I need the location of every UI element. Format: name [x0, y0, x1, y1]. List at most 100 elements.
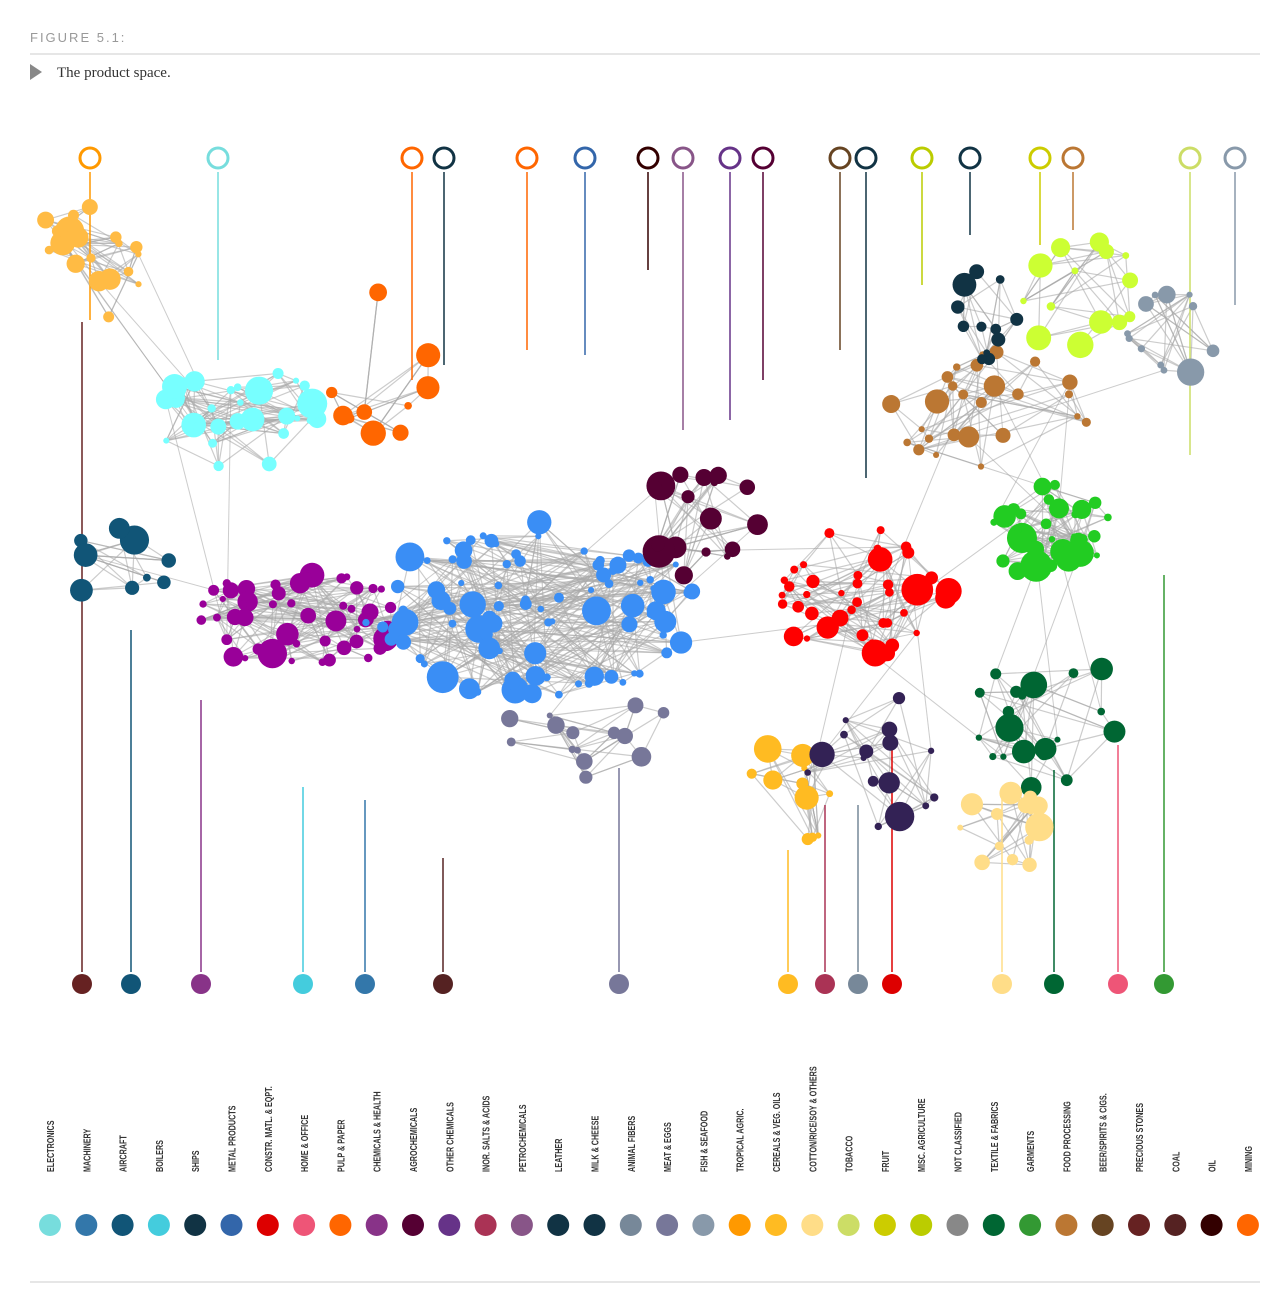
product-node [210, 418, 227, 435]
edge [417, 557, 421, 659]
edge [882, 552, 909, 624]
product-node [213, 460, 224, 472]
product-node [81, 198, 98, 215]
product-node [333, 405, 353, 426]
product-node [878, 551, 890, 562]
legend-icon [1200, 1214, 1223, 1236]
product-node [363, 653, 373, 663]
bottom-icon [191, 974, 211, 994]
edge [311, 574, 345, 649]
edge [489, 647, 667, 654]
product-node [958, 426, 980, 448]
product-node [868, 639, 876, 646]
product-node [924, 434, 934, 443]
product-node [207, 404, 216, 413]
top-icon [854, 146, 878, 170]
product-node [1046, 302, 1056, 311]
product-node [343, 573, 351, 581]
legend-label: LEATHER [553, 1138, 564, 1172]
edge [137, 253, 219, 425]
legend-label: ELECTRONICS [45, 1120, 56, 1172]
product-node [892, 691, 906, 705]
product-node [993, 505, 1016, 528]
edge [925, 750, 932, 806]
bottom-icon [293, 974, 313, 994]
product-node [991, 807, 1004, 820]
edge [547, 589, 592, 623]
legend-label: TEXTILE & FABRICS [989, 1102, 1000, 1172]
product-node [995, 713, 1024, 742]
product-node [933, 451, 940, 458]
edge [986, 279, 1001, 353]
edge [85, 554, 169, 562]
product-node [747, 514, 768, 535]
product-node [73, 543, 98, 567]
edge [978, 737, 994, 757]
product-node [999, 781, 1023, 805]
edge [906, 441, 1096, 504]
product-node [502, 559, 511, 569]
product-node [456, 553, 472, 569]
legend-label: SHIPS [190, 1150, 201, 1172]
edge [1105, 251, 1131, 317]
top-icon [751, 146, 775, 170]
product-node [669, 631, 693, 654]
product-node [584, 679, 594, 688]
product-node [925, 571, 938, 585]
product-node [68, 209, 80, 221]
product-node [815, 832, 822, 839]
product-node [1026, 325, 1052, 351]
product-node [809, 741, 835, 768]
edge [382, 570, 613, 628]
product-node [299, 380, 310, 391]
product-node [900, 609, 908, 617]
product-node [544, 618, 553, 627]
legend-icon [619, 1214, 642, 1236]
product-node [842, 717, 849, 724]
product-node [70, 578, 93, 602]
edge [1060, 247, 1131, 318]
legend-label: METAL PRODUCTS [226, 1105, 237, 1172]
legend-label: MILK & CHEESE [589, 1115, 600, 1172]
edge [1041, 486, 1102, 712]
product-node [244, 376, 274, 405]
product-node [66, 254, 85, 273]
product-node [582, 596, 611, 626]
product-node [1157, 285, 1176, 304]
edge [841, 552, 909, 594]
product-node [901, 573, 934, 606]
product-node [884, 801, 915, 832]
product-node [874, 822, 882, 831]
edge [1035, 516, 1109, 550]
edge [1045, 523, 1095, 537]
edge [194, 372, 279, 382]
product-node [108, 517, 130, 539]
product-node [278, 428, 289, 439]
product-node [790, 565, 799, 574]
bottom-icon [433, 974, 453, 994]
product-node [473, 688, 482, 696]
legend-icon [75, 1214, 98, 1236]
edge [391, 638, 536, 654]
edge [423, 582, 462, 665]
edge [1068, 393, 1087, 423]
edge [843, 734, 935, 798]
product-node [672, 561, 679, 568]
edge [612, 588, 654, 675]
edge [1105, 251, 1120, 323]
product-node [1088, 529, 1101, 543]
edge [995, 668, 1102, 675]
product-node [416, 343, 441, 368]
edge [888, 592, 893, 646]
edge [549, 704, 636, 717]
legend-label: MEAT & EGGS [662, 1122, 673, 1172]
product-node [125, 580, 140, 595]
edge [610, 591, 693, 678]
legend-label: PULP & PAPER [335, 1119, 346, 1172]
edge [382, 564, 599, 628]
product-node [1186, 291, 1193, 298]
edge [921, 381, 1071, 430]
product-node [622, 549, 636, 562]
product-node [501, 709, 519, 728]
